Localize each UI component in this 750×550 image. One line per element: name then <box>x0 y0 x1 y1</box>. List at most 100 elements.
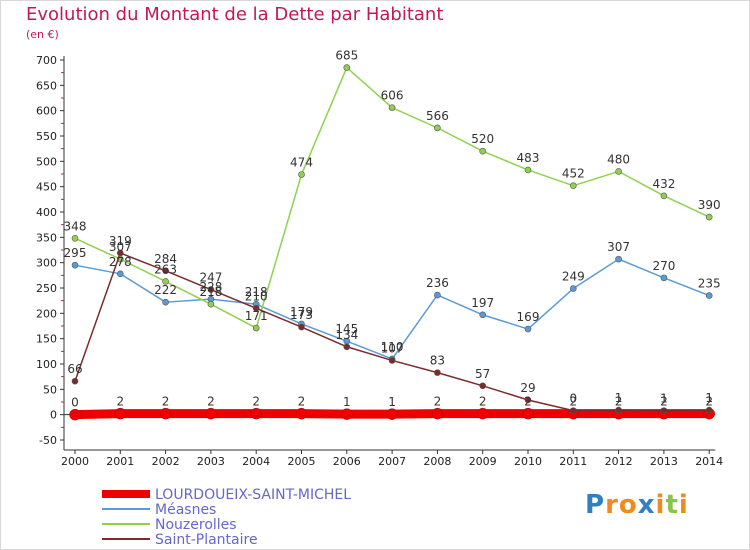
data-point <box>159 407 172 420</box>
data-label: 348 <box>64 219 87 233</box>
y-tick-label: 450 <box>36 181 57 194</box>
x-tick-label: 2000 <box>61 455 89 468</box>
data-label: 2 <box>660 395 668 409</box>
y-tick-label: 550 <box>36 130 57 143</box>
y-tick-label: 650 <box>36 79 57 92</box>
data-label: 228 <box>199 280 222 294</box>
legend-label: LOURDOUEIX-SAINT-MICHEL <box>155 487 351 503</box>
series-nouzerolles <box>71 64 713 332</box>
data-label: 2 <box>207 395 215 409</box>
x-tick-label: 2001 <box>106 455 134 468</box>
x-tick-label: 2010 <box>514 455 542 468</box>
data-label: 236 <box>426 276 449 290</box>
data-point <box>660 274 668 282</box>
data-label: 218 <box>245 285 268 299</box>
data-point <box>386 408 398 420</box>
data-point <box>660 407 668 414</box>
legend-item: LOURDOUEIX-SAINT-MICHEL <box>102 487 351 503</box>
data-point <box>615 255 622 263</box>
logo-letter: i <box>655 490 666 520</box>
data-point <box>114 407 127 420</box>
data-label: 2 <box>434 395 442 409</box>
data-label: 1 <box>705 391 713 405</box>
data-label: 483 <box>517 151 540 165</box>
logo-letter: P <box>585 490 606 520</box>
data-label: 83 <box>430 354 445 368</box>
data-label: 2 <box>569 395 577 409</box>
y-tick-label: 50 <box>43 383 57 396</box>
chart-legend: LOURDOUEIX-SAINT-MICHELMéasnesNouzerolle… <box>102 487 351 548</box>
data-point <box>431 407 444 420</box>
data-label: 520 <box>471 132 494 146</box>
data-point <box>524 396 532 404</box>
data-point <box>615 406 622 414</box>
data-point <box>705 213 713 221</box>
data-point <box>69 408 81 421</box>
chart-title: Evolution du Montant de la Dette par Hab… <box>26 4 444 25</box>
data-label: 278 <box>109 255 132 269</box>
data-label: 0 <box>569 392 577 406</box>
data-point <box>705 406 713 414</box>
data-label: 606 <box>381 89 404 103</box>
y-tick-label: 300 <box>36 257 57 270</box>
data-label: 307 <box>607 240 630 254</box>
data-label: 2 <box>298 395 306 409</box>
y-tick-label: 200 <box>36 307 57 320</box>
data-label: 57 <box>475 367 490 381</box>
data-point <box>479 147 487 155</box>
data-label: 452 <box>562 167 585 181</box>
x-tick-label: 2011 <box>559 455 587 468</box>
data-label: 179 <box>290 305 313 319</box>
data-label: 2 <box>162 395 170 409</box>
y-tick-label: 100 <box>36 358 57 371</box>
logo-letter: o <box>618 490 638 520</box>
data-point <box>524 325 532 333</box>
data-point <box>476 407 489 420</box>
data-label: 249 <box>562 270 585 284</box>
legend-label: Saint-Plantaire <box>155 532 258 548</box>
y-tick-label: 0 <box>50 409 57 422</box>
chart-unit-label: (en €) <box>26 28 59 41</box>
data-point <box>705 292 713 299</box>
data-label: 295 <box>64 246 87 260</box>
data-point <box>207 300 215 308</box>
data-point <box>162 278 169 285</box>
x-tick-label: 2014 <box>695 455 723 468</box>
data-label: 222 <box>154 283 177 297</box>
data-point <box>252 324 260 332</box>
data-point <box>162 267 169 275</box>
data-label: 263 <box>154 262 177 276</box>
logo-letter: t <box>665 490 679 520</box>
data-point <box>388 357 396 364</box>
data-label: 1 <box>343 395 351 409</box>
data-point <box>434 369 441 376</box>
data-label: 173 <box>290 308 313 322</box>
data-point <box>569 407 577 414</box>
data-label: 247 <box>199 271 222 285</box>
data-point <box>205 407 217 420</box>
data-label: 2 <box>479 395 487 409</box>
data-label: 2 <box>116 395 124 409</box>
y-tick-label: 350 <box>36 231 57 244</box>
data-label: 1 <box>615 391 623 405</box>
series-line <box>74 252 710 412</box>
data-point <box>298 323 305 331</box>
data-label: 566 <box>426 109 449 123</box>
data-point <box>479 382 487 390</box>
x-tick-label: 2006 <box>333 455 361 468</box>
data-label: 145 <box>335 322 358 336</box>
data-label: 2 <box>615 395 623 409</box>
x-tick-label: 2002 <box>152 455 180 468</box>
data-label: 197 <box>471 296 494 310</box>
data-label: 1 <box>388 395 396 409</box>
legend-item: Saint-Plantaire <box>102 532 258 548</box>
chart-axes: -500501001502002503003504004505005506006… <box>36 54 723 468</box>
data-point <box>615 168 622 175</box>
data-label: 270 <box>652 259 675 273</box>
data-label: 235 <box>698 277 721 291</box>
data-point <box>117 270 124 278</box>
proxiti-logo: Proxiti <box>585 490 689 520</box>
series-saint-plantaire <box>71 249 713 414</box>
